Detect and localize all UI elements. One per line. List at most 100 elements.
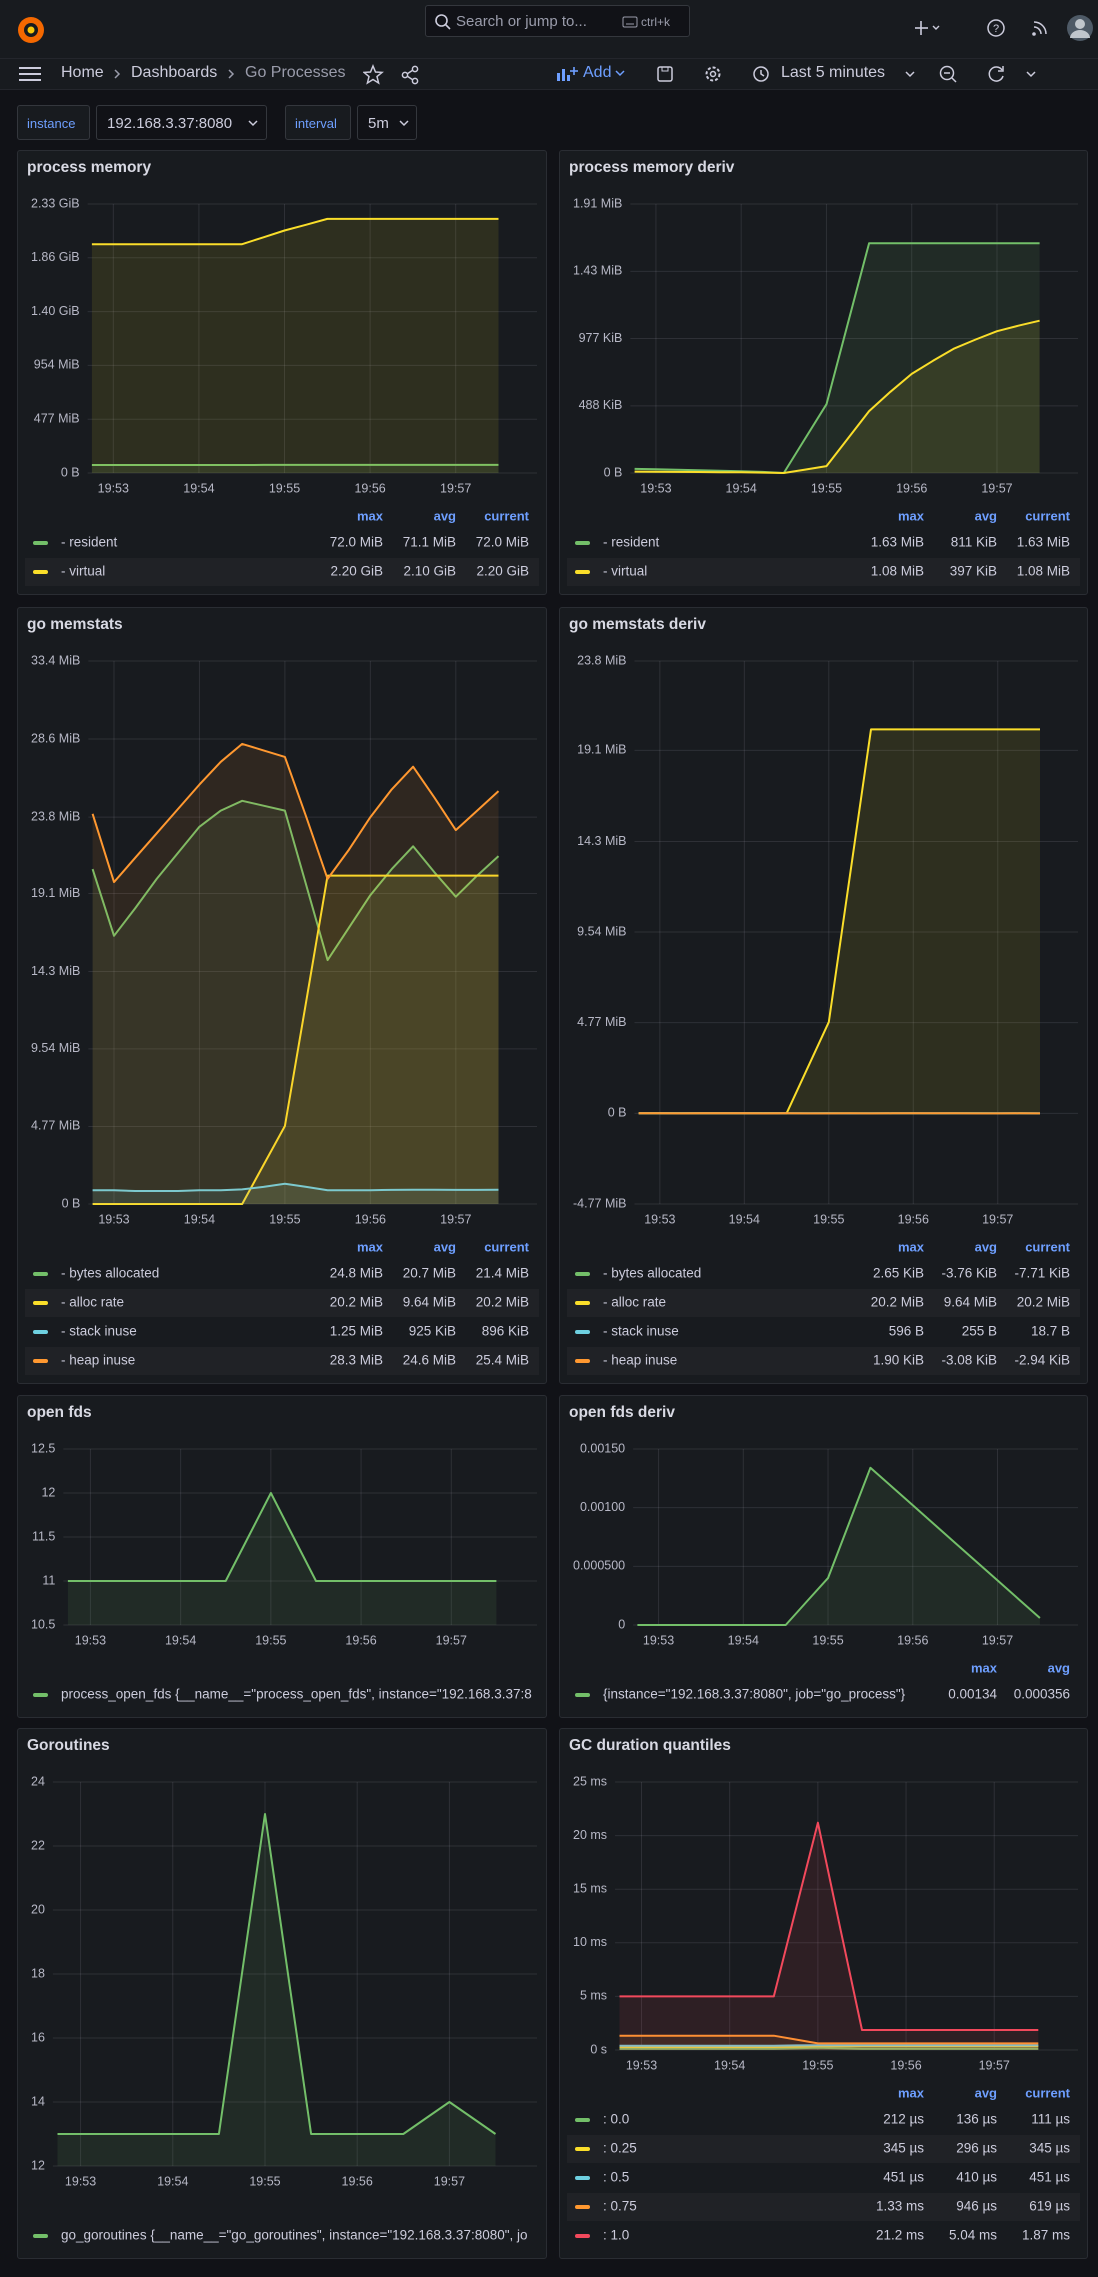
legend-row-bg (567, 2193, 1080, 2221)
legend-label[interactable]: : 1.0 (603, 2228, 629, 2243)
star-button[interactable] (363, 64, 384, 85)
variable-dropdown[interactable]: 192.168.3.37:8080 (96, 105, 267, 140)
grid (63, 1448, 537, 1626)
series-line (91, 217, 499, 246)
breadcrumb[interactable]: Home (61, 64, 104, 81)
legend-stat: 18.7 B (1031, 1324, 1070, 1339)
panel-title[interactable]: process memory (27, 159, 151, 176)
panel-title[interactable]: Goroutines (27, 1737, 110, 1754)
variable-dropdown[interactable]: 5m (357, 105, 417, 140)
panel-title[interactable]: process memory deriv (569, 159, 735, 176)
legend-header[interactable]: max (357, 508, 384, 523)
breadcrumb[interactable]: Dashboards (131, 64, 218, 81)
legend-stat: 2.10 GiB (403, 564, 456, 579)
legend-label[interactable]: - alloc rate (603, 1295, 666, 1310)
x-tick-label: 19:53 (644, 1212, 675, 1226)
legend-stat: -3.76 KiB (941, 1266, 997, 1281)
y-tick-label: 10 ms (573, 1935, 607, 1949)
legend-header[interactable]: current (1025, 2085, 1070, 2100)
legend-stat: 1.63 MiB (871, 535, 924, 550)
legend-label[interactable]: - virtual (603, 564, 647, 579)
panel-title[interactable]: open fds (27, 1404, 92, 1421)
legend-header[interactable]: current (1025, 508, 1070, 523)
legend-label[interactable]: - heap inuse (603, 1353, 677, 1368)
time-range-picker[interactable]: Last 5 minutes (781, 64, 886, 81)
legend-header[interactable]: max (971, 1660, 998, 1675)
legend-label[interactable]: - resident (603, 535, 660, 550)
time-icon (753, 66, 769, 82)
x-tick-label: 19:56 (354, 481, 385, 495)
series-line (637, 1466, 1041, 1626)
search-box[interactable]: Search or jump to... ctrl+k (425, 5, 690, 37)
legend-stat: 25.4 MiB (476, 1353, 529, 1368)
x-tick-label: 19:56 (898, 1212, 929, 1226)
legend-header[interactable]: current (1025, 1239, 1070, 1254)
legend-label[interactable]: : 0.25 (603, 2141, 637, 2156)
x-tick-label: 19:53 (640, 481, 671, 495)
legend-label[interactable]: - alloc rate (61, 1295, 124, 1310)
series-layer (57, 1813, 497, 2166)
legend-label[interactable]: : 0.5 (603, 2170, 629, 2185)
legend-header[interactable]: max (898, 1239, 925, 1254)
legend-label[interactable]: - resident (61, 535, 118, 550)
legend-header[interactable]: current (484, 1239, 529, 1254)
x-tick-label: 19:53 (98, 481, 129, 495)
legend-header[interactable]: avg (975, 1239, 997, 1254)
legend-label[interactable]: process_open_fds {__name__="process_open… (61, 1687, 532, 1702)
legend-header[interactable]: max (898, 508, 925, 523)
menu-button[interactable] (18, 66, 42, 82)
series-line (92, 1182, 499, 1192)
refresh-interval-chevron[interactable] (1026, 71, 1036, 78)
legend-label[interactable]: - bytes allocated (61, 1266, 159, 1281)
legend-stat: 1.87 ms (1022, 2228, 1070, 2243)
legend-header[interactable]: avg (975, 2085, 997, 2100)
add-button[interactable]: Add (583, 64, 612, 81)
legend-header[interactable]: max (357, 1239, 384, 1254)
legend-stat: 20.2 MiB (476, 1295, 529, 1310)
legend-header[interactable]: avg (434, 1239, 456, 1254)
chart: open fds deriv 0 0.000500 0.00100 0.00150 19:… (569, 1404, 1078, 1702)
legend-stat: 24.6 MiB (403, 1353, 456, 1368)
grid (87, 203, 537, 474)
zoom-out-button[interactable] (939, 65, 957, 83)
legend-label[interactable]: {instance="192.168.3.37:8080", job="go_p… (603, 1687, 906, 1702)
legend-label[interactable]: - stack inuse (603, 1324, 679, 1339)
series-line (619, 2046, 1039, 2050)
avatar[interactable] (1067, 15, 1093, 41)
legend-header[interactable]: max (898, 2085, 925, 2100)
y-tick-label: 1.43 MiB (573, 264, 622, 278)
panel: go memstats deriv -4.77 MiB 0 B 4.77 MiB 9.5… (559, 607, 1088, 1384)
nav-bar: Home Dashboards Go Processes Add Last 5 … (0, 59, 1098, 90)
legend-label[interactable]: - stack inuse (61, 1324, 137, 1339)
y-tick-label: 0 (618, 1617, 625, 1631)
chart: GC duration quantiles 0 s 5 ms 10 ms 15 ms 20… (567, 1737, 1080, 2243)
grafana-logo[interactable] (14, 11, 48, 47)
legend-header[interactable]: avg (975, 508, 997, 523)
refresh-button[interactable] (988, 66, 1004, 82)
y-tick-label: 12 (41, 1485, 55, 1499)
help-button[interactable]: ? (987, 19, 1005, 37)
legend-label[interactable]: go_goroutines {__name__="go_goroutines",… (61, 2228, 528, 2243)
legend-header[interactable]: avg (434, 508, 456, 523)
save-button[interactable] (657, 66, 673, 82)
legend-label[interactable]: : 0.0 (603, 2112, 629, 2127)
legend-label[interactable]: : 0.75 (603, 2199, 637, 2214)
settings-button[interactable] (705, 66, 721, 82)
x-tick-label: 19:53 (98, 1212, 129, 1226)
panel-title[interactable]: GC duration quantiles (569, 1737, 731, 1754)
legend-header[interactable]: current (484, 508, 529, 523)
panel-title[interactable]: go memstats (27, 616, 123, 633)
share-button[interactable] (401, 65, 419, 85)
new-button[interactable] (915, 21, 940, 35)
chart: process memory 0 B 477 MiB 954 MiB 1.40 GiB 1… (25, 159, 539, 586)
legend-label[interactable]: - bytes allocated (603, 1266, 701, 1281)
x-tick-label: 19:56 (342, 2174, 373, 2188)
legend-label[interactable]: - heap inuse (61, 1353, 135, 1368)
legend-stat: 71.1 MiB (403, 535, 456, 550)
panel-title[interactable]: go memstats deriv (569, 616, 706, 633)
legend-header[interactable]: avg (1048, 1660, 1070, 1675)
panel-title[interactable]: open fds deriv (569, 1404, 675, 1421)
legend-label[interactable]: - virtual (61, 564, 105, 579)
news-button[interactable] (1032, 21, 1047, 36)
y-tick-label: 24 (31, 1774, 45, 1788)
